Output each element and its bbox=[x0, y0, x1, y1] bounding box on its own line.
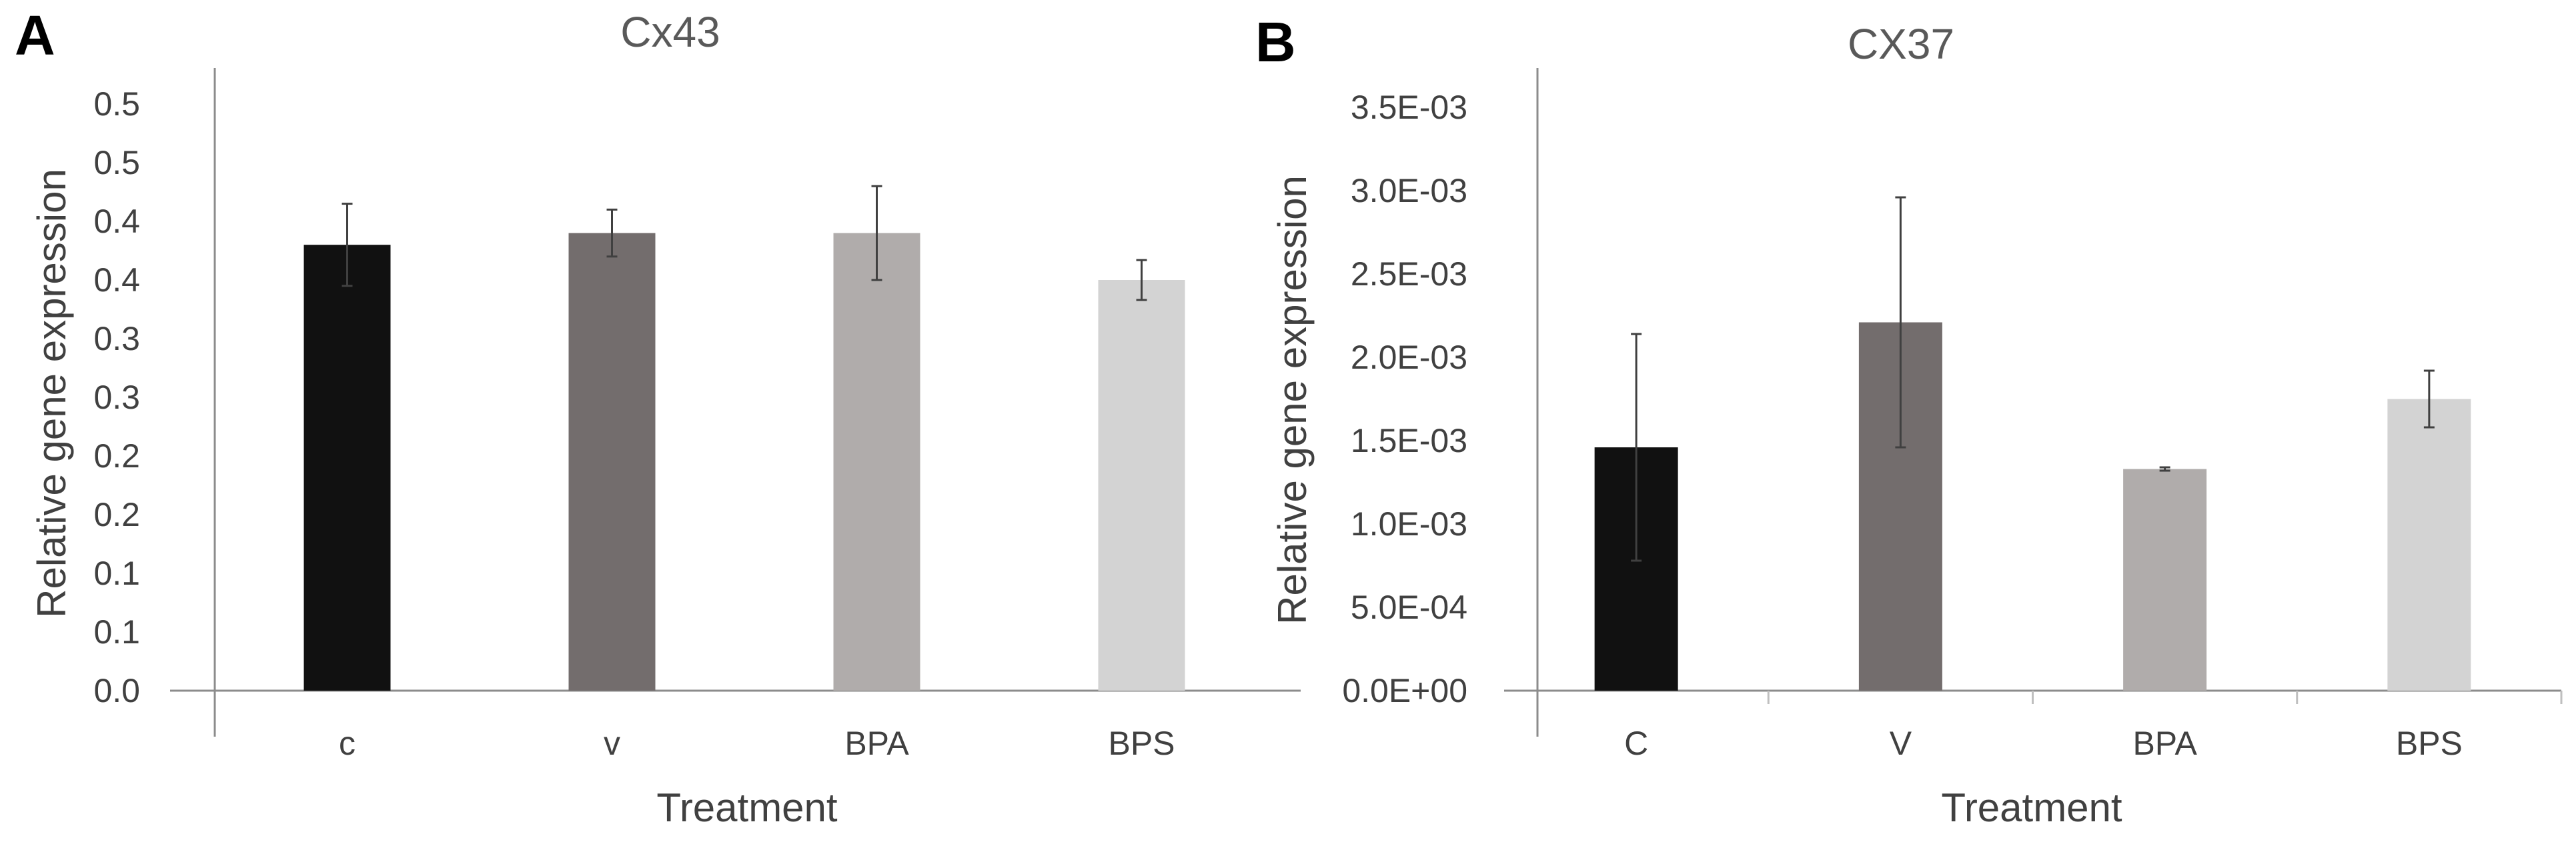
panel-b-x-axis-title: Treatment bbox=[1941, 785, 2122, 830]
panel-b-y-tick-label: 1.0E-03 bbox=[1351, 505, 1467, 543]
panel-b-bar-bps bbox=[2387, 399, 2471, 691]
panel-b-x-tick-label: BPS bbox=[2396, 725, 2463, 762]
panel-b-bar-bpa bbox=[2123, 469, 2207, 691]
panel-a-x-tick-label: BPA bbox=[844, 725, 909, 762]
panel-b-y-tick-label: 3.5E-03 bbox=[1351, 89, 1467, 126]
panel-a-x-tick-label: v bbox=[604, 725, 620, 762]
panel-a-y-tick-label: 0.4 bbox=[93, 203, 140, 240]
panel-b-x-tick-label: V bbox=[1890, 725, 1912, 762]
panel-a-bar-bps bbox=[1098, 280, 1185, 691]
panel-a-bar-c bbox=[303, 245, 391, 691]
panel-a-y-tick-label: 0.3 bbox=[93, 379, 140, 416]
panel-b-y-tick-label: 2.5E-03 bbox=[1351, 255, 1467, 293]
panel-a-title: Cx43 bbox=[620, 8, 720, 56]
panel-b-y-axis-title: Relative gene expression bbox=[1270, 175, 1315, 625]
panel-a-x-ticks: c v BPA BPS bbox=[339, 725, 1175, 762]
panel-a-y-tick-label: 0.2 bbox=[93, 496, 140, 533]
panel-a-y-tick-label: 0.0 bbox=[93, 672, 140, 709]
panel-a-bar-bpa bbox=[833, 233, 920, 691]
panel-a-y-tick-label: 0.3 bbox=[93, 320, 140, 357]
panel-a-y-tick-label: 0.4 bbox=[93, 261, 140, 299]
panel-a-x-tick-label: c bbox=[339, 725, 356, 762]
panel-b-y-tick-label: 2.0E-03 bbox=[1351, 339, 1467, 376]
panel-b-y-ticks: 0.0E+00 5.0E-04 1.0E-03 1.5E-03 2.0E-03 2.5E-… bbox=[1342, 89, 1467, 709]
panel-b-y-tick-label: 0.0E+00 bbox=[1342, 672, 1467, 709]
panel-a-y-tick-label: 0.2 bbox=[93, 437, 140, 475]
panel-a-y-tick-label: 0.1 bbox=[93, 613, 140, 651]
panel-a-bar-v bbox=[568, 233, 656, 691]
panel-a-label: A bbox=[15, 4, 55, 67]
panel-a-y-tick-label: 0.5 bbox=[93, 85, 140, 123]
panel-a-y-ticks: 0.0 0.1 0.1 0.2 0.2 0.3 0.3 0.4 0.4 0.5 0.5 bbox=[93, 85, 140, 709]
panel-b-y-tick-label: 1.5E-03 bbox=[1351, 422, 1467, 459]
panel-a-y-tick-label: 0.5 bbox=[93, 144, 140, 181]
panel-b-title: CX37 bbox=[1848, 20, 1954, 68]
panel-b-x-tick-label: C bbox=[1624, 725, 1648, 762]
panel-b-cx37-chart: B CX37 Relative gene expression Treatmen… bbox=[1255, 11, 2563, 830]
panel-a-bars bbox=[303, 185, 1185, 691]
panel-b-label: B bbox=[1255, 11, 1296, 73]
panel-a-x-axis-title: Treatment bbox=[656, 785, 838, 830]
panel-a-y-axis-title: Relative gene expression bbox=[29, 169, 74, 618]
panel-b-y-tick-label: 5.0E-04 bbox=[1351, 589, 1467, 626]
panel-a-x-tick-label: BPS bbox=[1108, 725, 1175, 762]
panel-a-y-tick-label: 0.1 bbox=[93, 555, 140, 592]
panel-b-bars bbox=[1594, 196, 2471, 691]
panel-b-x-ticks: C V BPA BPS bbox=[1624, 691, 2563, 762]
panel-a-cx43-chart: A Cx43 Relative gene expression Treatmen… bbox=[15, 4, 1301, 830]
panel-b-x-tick-label: BPA bbox=[2132, 725, 2197, 762]
panel-b-y-tick-label: 3.0E-03 bbox=[1351, 172, 1467, 209]
